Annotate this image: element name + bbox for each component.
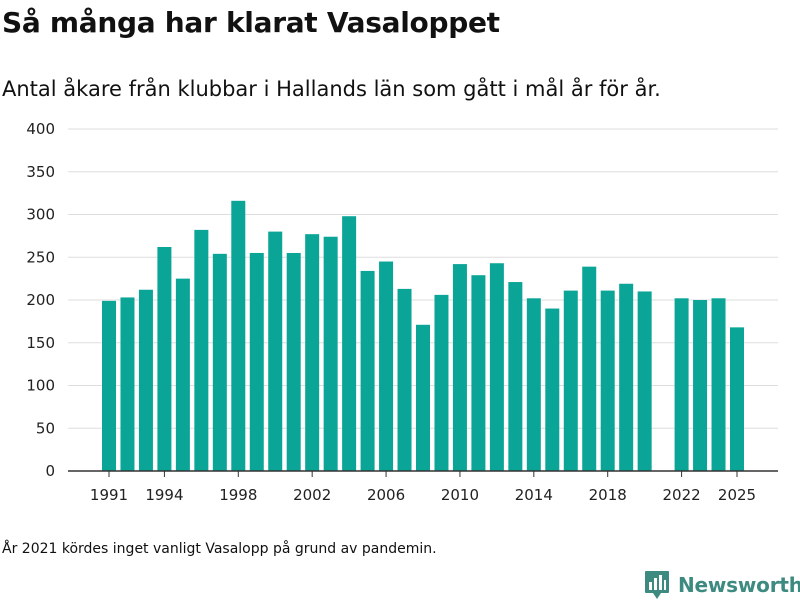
bar-1995 <box>175 278 190 471</box>
bar-2008 <box>416 324 430 471</box>
chart-footnote: År 2021 kördes inget vanligt Vasalopp på… <box>2 541 437 557</box>
bar-2005 <box>360 270 375 471</box>
y-tick-label: 300 <box>26 206 55 224</box>
bar-2002 <box>305 234 320 471</box>
bar-1991 <box>102 300 116 471</box>
bar-1993 <box>138 289 153 471</box>
bar-2006 <box>379 261 394 471</box>
bar-2022 <box>674 298 689 471</box>
brand-name: Newsworthy <box>678 573 800 597</box>
bar-2015 <box>545 308 560 471</box>
bar-2001 <box>286 252 301 471</box>
bar-1998 <box>231 200 246 471</box>
bar-1992 <box>120 297 135 471</box>
bar-2004 <box>342 216 357 471</box>
y-tick-label: 200 <box>26 291 55 309</box>
x-tick-label: 2010 <box>441 486 479 504</box>
x-tick-label: 2022 <box>662 486 700 504</box>
y-tick-label: 50 <box>36 419 55 437</box>
bar-1996 <box>194 229 209 471</box>
bar-2014 <box>526 298 541 471</box>
bar-2010 <box>452 264 467 471</box>
bar-2003 <box>323 236 338 471</box>
bar-1994 <box>157 246 172 471</box>
bar-chart: 0 50 100 150 200 250 300 350 400 1991 1994 1998 2002… <box>26 120 778 504</box>
brand-logo-link[interactable]: Newsworthy <box>644 569 800 601</box>
y-tick-label: 0 <box>45 462 55 480</box>
bar-2011 <box>471 275 486 471</box>
x-tick-label: 2014 <box>515 486 553 504</box>
bar-2019 <box>619 283 634 471</box>
bar-2018 <box>600 290 615 471</box>
bar-2025 <box>730 327 744 471</box>
bar-2017 <box>582 266 597 471</box>
x-tick-label: 2025 <box>718 486 756 504</box>
bar-1997 <box>212 253 227 471</box>
y-tick-label: 150 <box>26 334 55 352</box>
x-tick-label: 1998 <box>219 486 257 504</box>
bar-2009 <box>434 294 449 471</box>
bar-1999 <box>249 252 264 471</box>
bar-2016 <box>563 290 578 471</box>
x-tick-label: 2018 <box>589 486 627 504</box>
newsworthy-bar-chart-pin-icon <box>645 571 669 599</box>
chart-subtitle: Antal åkare från klubbar i Hallands län … <box>2 77 661 101</box>
bar-2007 <box>397 288 412 471</box>
x-tick-label: 1991 <box>90 486 128 504</box>
x-tick-label: 1994 <box>145 486 183 504</box>
bar-2023 <box>693 300 708 471</box>
x-tick-label: 2002 <box>293 486 331 504</box>
y-tick-label: 250 <box>26 248 55 266</box>
chart-title: Så många har klarat Vasaloppet <box>2 6 500 39</box>
bar-2000 <box>268 231 283 471</box>
bar-2024 <box>711 298 726 471</box>
bar-2020 <box>637 291 652 471</box>
x-tick-label: 2006 <box>367 486 405 504</box>
y-tick-label: 100 <box>26 377 55 395</box>
bar-2013 <box>508 282 523 471</box>
bar-2012 <box>489 263 504 471</box>
y-tick-label: 400 <box>26 120 55 138</box>
y-tick-label: 350 <box>26 163 55 181</box>
